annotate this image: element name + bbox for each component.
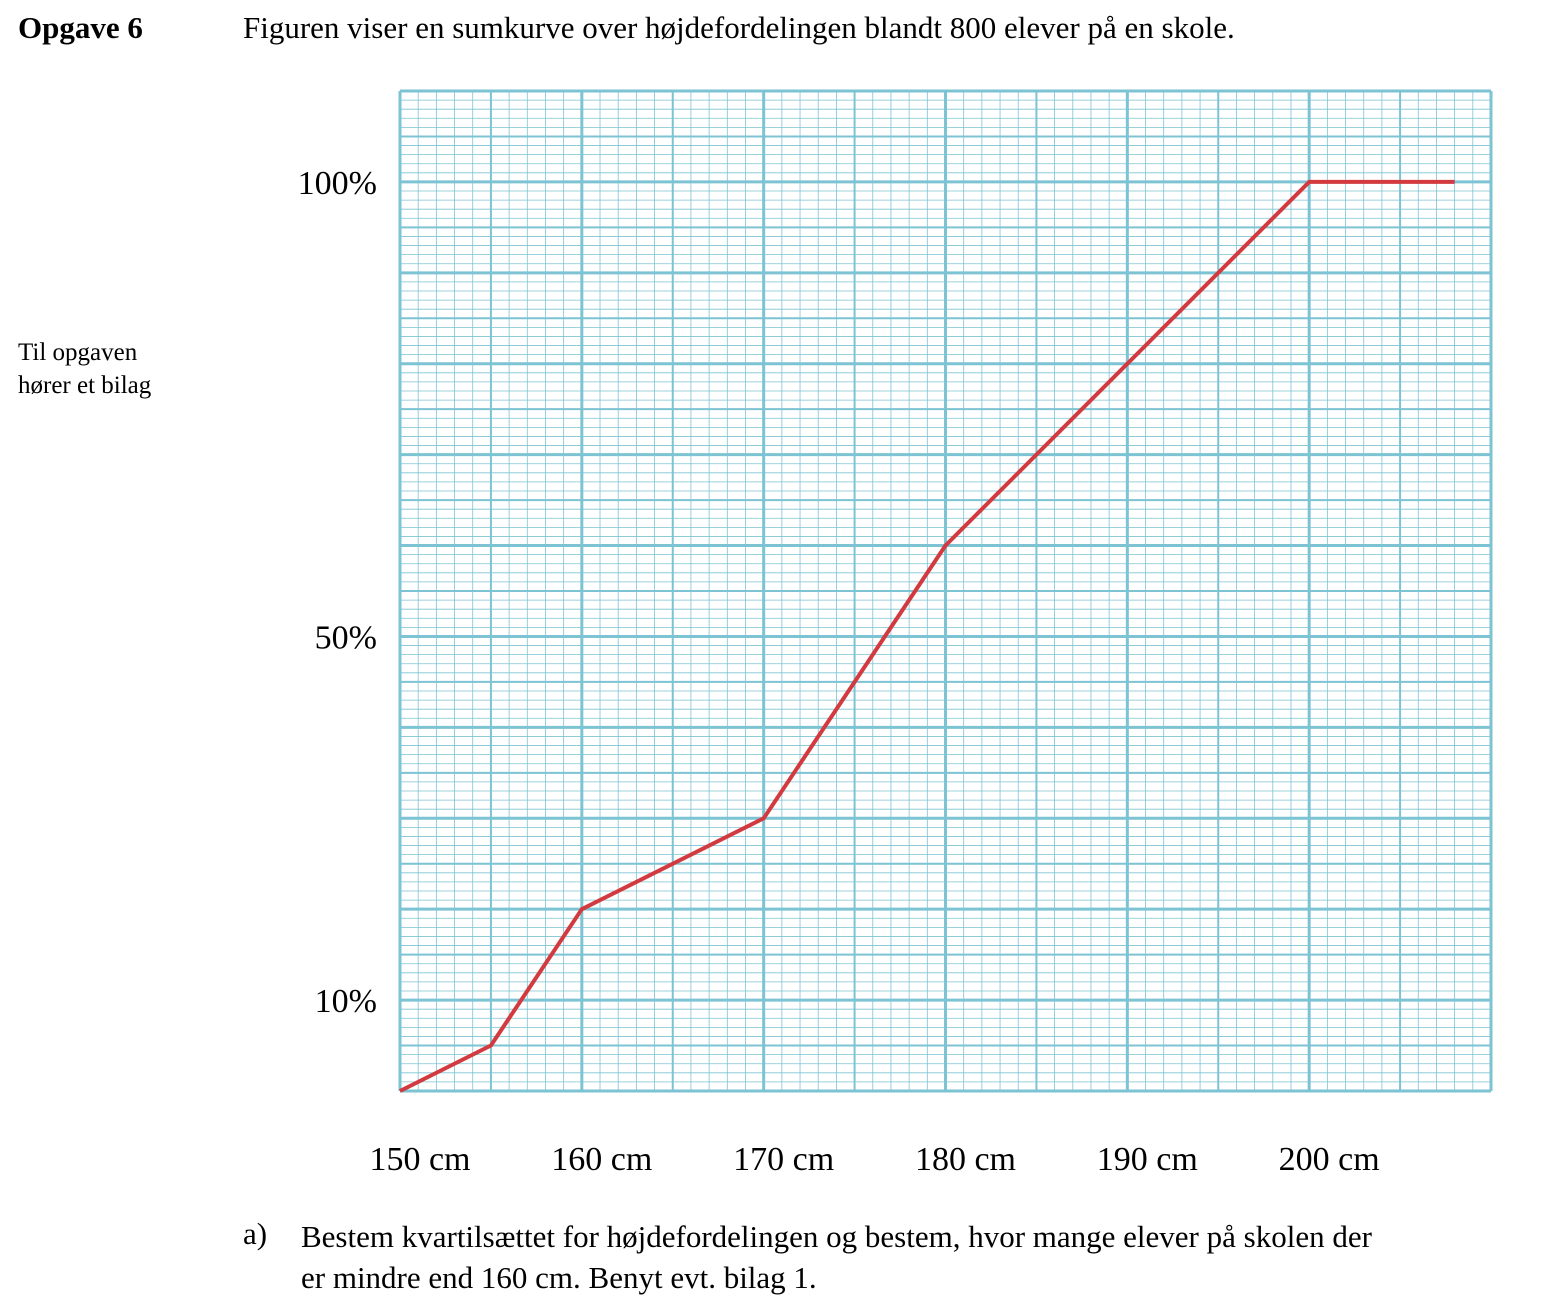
x-tick-label: 190 cm (1097, 1141, 1198, 1178)
y-tick-label: 50% (315, 619, 377, 656)
task-number: Opgave 6 (18, 10, 143, 45)
x-tick-label: 160 cm (551, 1141, 652, 1178)
question-text: Bestem kvartilsættet for højdefordelinge… (301, 1216, 1541, 1298)
x-tick-label: 170 cm (733, 1141, 834, 1178)
y-tick-label: 10% (315, 983, 377, 1020)
side-note: Til opgaven hører et bilag (18, 336, 151, 402)
task-text: Figuren viser en sumkurve over højdeford… (243, 10, 1235, 45)
y-tick-labels: 10% 50% 100% (298, 165, 377, 1020)
question-label: a) (243, 1216, 268, 1251)
curve-layer (399, 179, 1455, 1093)
x-tick-label: 180 cm (915, 1141, 1016, 1178)
side-note-line-2: hører et bilag (18, 372, 152, 399)
cumulative-frequency-chart: 10% 50% 100% 150 cm 160 cm 170 cm 180 cm 190 c… (298, 89, 1493, 1178)
cumulative-curve (399, 179, 1455, 1093)
question-line-1: Bestem kvartilsættet for højdefordelinge… (301, 1219, 1372, 1254)
x-tick-labels: 150 cm 160 cm 170 cm 180 cm 190 cm 200 cm (369, 1141, 1379, 1178)
question-line-2: er mindre end 160 cm. Benyt evt. bilag 1… (301, 1260, 817, 1295)
x-tick-label: 200 cm (1279, 1141, 1380, 1178)
side-note-line-1: Til opgaven (18, 339, 138, 366)
x-tick-label: 150 cm (369, 1141, 470, 1178)
y-tick-label: 100% (298, 165, 377, 202)
